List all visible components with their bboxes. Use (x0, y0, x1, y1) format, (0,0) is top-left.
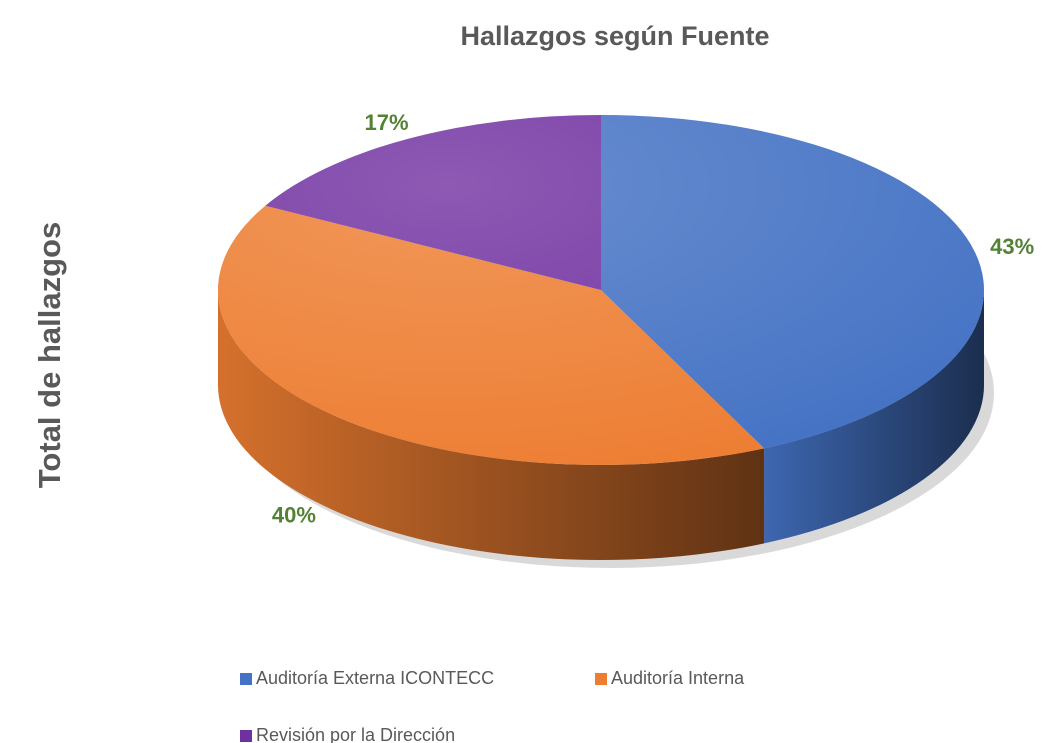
data-label: 40% (272, 503, 316, 528)
legend-swatch (240, 673, 252, 685)
legend-label: Auditoría Externa ICONTECC (256, 668, 494, 688)
legend-label: Auditoría Interna (611, 668, 745, 688)
legend-swatch (595, 673, 607, 685)
highlight (218, 115, 984, 465)
slice-side-shade (764, 290, 984, 544)
legend-label: Revisión por la Dirección (256, 725, 455, 743)
legend-swatch (240, 730, 252, 742)
data-label: 17% (365, 110, 409, 135)
y-axis-label: Total de hallazgos (32, 222, 67, 488)
chart-title: Hallazgos según Fuente (460, 21, 769, 51)
slice-side-shade (218, 290, 765, 560)
data-label: 43% (990, 234, 1034, 259)
